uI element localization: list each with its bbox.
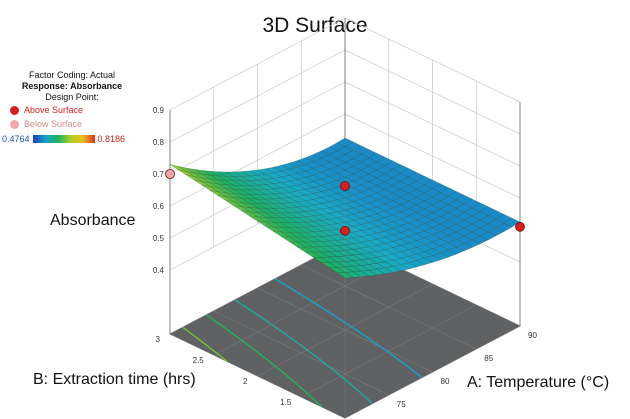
y-axis-title: B: Extraction time (hrs) [33,371,196,388]
y-tick-label: 2 [243,377,248,386]
x-tick-label: 80 [441,377,450,386]
floor-gridline [301,264,477,350]
y-tick-label: 2.5 [193,356,205,365]
legend-above-label: Above Surface [24,105,84,115]
z-tick-label: 0.6 [153,202,165,211]
color-scale: 0.4764 0.8186 [2,134,142,144]
y-tick-label: 3 [156,335,161,344]
tick-labels: 0.40.50.60.70.80.9707580859011.522.53 [153,106,538,409]
legend-below-label: Below Surface [24,119,83,129]
design-point-above [515,221,525,232]
x-axis-title: A: Temperature (°C) [467,374,610,391]
design-point-above [340,181,350,191]
above-surface-dot-icon [10,105,19,115]
legend-below-surface: Below Surface [10,117,142,131]
plot-box-wireframe [169,17,521,334]
legend-design-point: Design Point: [45,92,99,102]
z-tick-label: 0.4 [153,266,165,275]
z-tick-label: 0.5 [153,234,165,243]
legend-factor-coding: Factor Coding: Actual [28,70,116,80]
color-scale-max: 0.8186 [97,134,126,144]
color-scale-bar [32,135,95,143]
contour-line [234,299,373,405]
floor-gridline [213,262,389,356]
below-surface-dot-icon [10,119,19,129]
x-tick-label: 85 [484,354,493,363]
legend-above-surface: Above Surface [10,103,142,117]
x-tick-label: 75 [397,400,406,409]
z-axis-title: Absorbance [50,212,136,229]
design-point-below [165,169,175,179]
contour-line [274,278,423,379]
design-point-above [340,225,350,236]
design-points [165,169,525,236]
y-tick-label: 1.5 [280,398,292,407]
x-tick-label: 90 [528,331,537,340]
legend-response: Response: Absorbance [21,81,123,91]
response-surface [169,137,521,418]
contour-line [182,326,228,362]
contour-line [205,314,323,408]
z-tick-label: 0.7 [153,170,165,179]
legend: Factor Coding: Actual Response: Absorban… [2,70,142,144]
z-tick-label: 0.8 [153,138,165,147]
z-tick-label: 0.9 [153,106,165,115]
color-scale-min: 0.4764 [2,134,30,144]
